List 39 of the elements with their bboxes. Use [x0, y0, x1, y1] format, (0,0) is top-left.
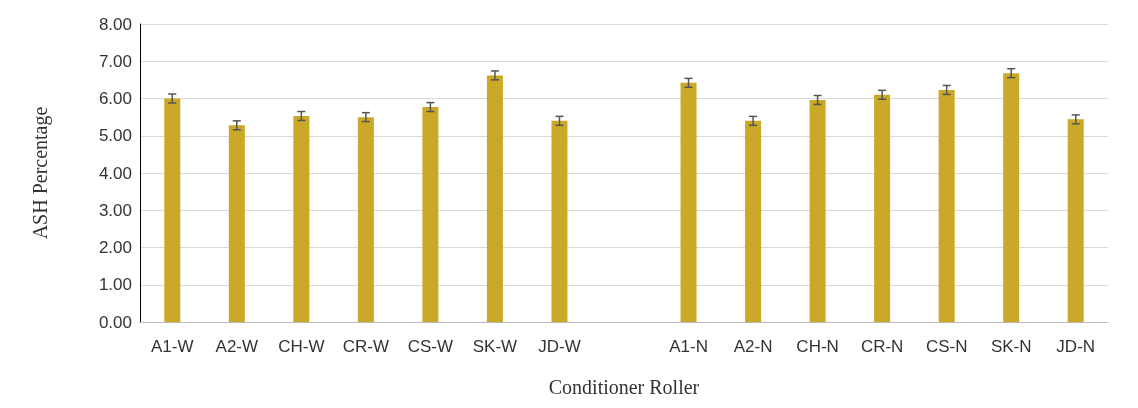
- x-tick-label: A1-N: [669, 337, 708, 356]
- bar: [164, 98, 181, 322]
- x-tick-label: CR-W: [342, 337, 389, 356]
- x-tick-label: A1-W: [151, 337, 194, 356]
- bar: [1067, 119, 1084, 322]
- bar: [357, 117, 374, 322]
- bar: [551, 120, 568, 322]
- x-tick-label: A2-N: [733, 337, 773, 356]
- y-tick-label: 6.00: [98, 89, 132, 108]
- y-tick-label: 3.00: [98, 200, 132, 220]
- x-tick-label: SK-N: [990, 337, 1032, 356]
- y-tick-label: 4.00: [98, 163, 132, 183]
- x-tick-label: A2-W: [215, 337, 259, 356]
- y-tick-label: 8.00: [98, 14, 132, 34]
- x-tick-label: CH-W: [278, 337, 325, 356]
- bar: [938, 89, 955, 322]
- bar: [293, 116, 310, 322]
- x-tick-label: JD-W: [538, 337, 581, 356]
- bar: [874, 94, 891, 322]
- y-tick-label: 7.00: [98, 51, 132, 71]
- bar: [486, 75, 503, 322]
- y-tick-label: 0.00: [98, 312, 132, 332]
- bar: [809, 99, 826, 322]
- x-tick-label: CS-N: [925, 337, 968, 356]
- bar: [228, 125, 245, 322]
- x-tick-label: CS-W: [407, 337, 454, 356]
- x-tick-label: CR-N: [860, 337, 904, 356]
- y-axis-title: ASH Percentage: [29, 106, 52, 240]
- bar: [680, 82, 697, 322]
- y-tick-label: 5.00: [98, 126, 132, 146]
- x-tick-label: CH-N: [796, 337, 839, 356]
- x-axis-title: Conditioner Roller: [548, 376, 700, 398]
- x-tick-label: JD-N: [1056, 337, 1096, 356]
- bar: [1003, 73, 1020, 322]
- y-tick-label: 2.00: [98, 238, 132, 257]
- x-tick-label: SK-W: [472, 337, 518, 356]
- bar: [422, 107, 439, 322]
- y-tick-label: 1.00: [98, 275, 132, 295]
- bar: [745, 120, 762, 322]
